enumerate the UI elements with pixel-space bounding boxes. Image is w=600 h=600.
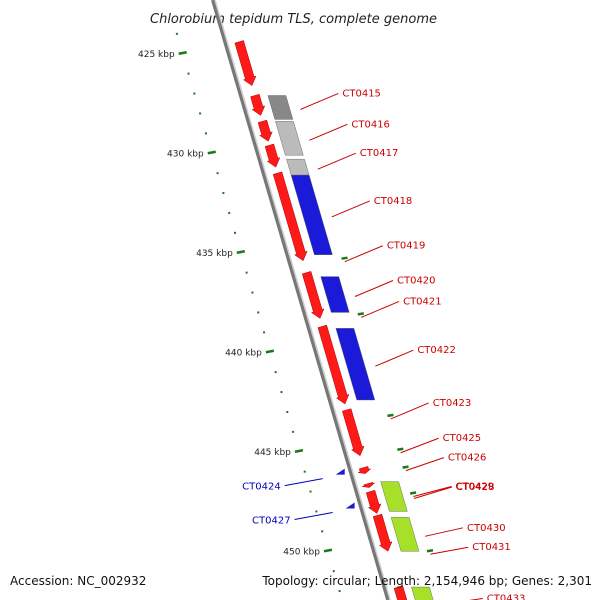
- reverse-gene-arrow: [345, 502, 355, 509]
- gene-marker: [397, 447, 404, 451]
- major-tick: [236, 250, 246, 254]
- genome-summary: Topology: circular; Length: 2,154,946 bp…: [262, 574, 592, 588]
- gene-box: [335, 328, 376, 401]
- leader-line: [468, 597, 483, 600]
- gene-box: [390, 517, 420, 552]
- cds-arrow: [365, 489, 382, 514]
- leader-line: [405, 457, 445, 472]
- cds-arrow: [301, 271, 325, 319]
- gene-label: CT0433: [487, 593, 526, 600]
- major-tick: [323, 548, 333, 553]
- gene-box: [380, 481, 408, 512]
- leader-line: [309, 123, 348, 141]
- gene-label: CT0427: [252, 515, 291, 526]
- leader-line: [317, 152, 357, 170]
- gene-label: CT0419: [387, 241, 426, 252]
- leader-line: [430, 546, 469, 555]
- leader-line: [294, 511, 333, 520]
- leader-line: [284, 478, 323, 487]
- accession-label: Accession: NC_002932: [10, 574, 147, 588]
- cds-arrow: [342, 408, 365, 457]
- leader-line: [390, 402, 429, 420]
- gene-marker: [341, 256, 348, 260]
- leader-line: [360, 300, 400, 318]
- kbp-ruler: 425 kbp 430 kbp 435 kbp 440 kbp 445 kbp 450 k…: [138, 32, 341, 593]
- leader-line: [375, 349, 414, 367]
- gene-label: CT0420: [397, 276, 436, 287]
- tick-label: 435 kbp: [196, 249, 233, 259]
- major-tick: [207, 150, 216, 155]
- cds-arrow: [257, 119, 273, 142]
- feature-track: [267, 95, 434, 600]
- leader-line: [413, 486, 452, 497]
- major-tick: [265, 349, 275, 354]
- leader-line: [400, 437, 439, 454]
- cds-arrow: [272, 171, 308, 262]
- gene-label: CT0425: [443, 433, 482, 444]
- gene-label: CT0423: [433, 398, 472, 409]
- cds-arrow: [264, 143, 281, 168]
- cds-arrow: [358, 466, 371, 474]
- genome-backbone: [211, 0, 391, 600]
- cds-arrow: [362, 481, 375, 488]
- tick-label: 450 kbp: [283, 547, 320, 557]
- leader-line: [424, 527, 464, 537]
- cds-arrow: [393, 585, 408, 600]
- gene-label: CT0418: [374, 196, 413, 207]
- gene-marker: [387, 413, 394, 418]
- gene-label: CT0417: [360, 148, 399, 159]
- gene-marker: [409, 491, 417, 495]
- major-tick: [178, 51, 187, 55]
- leader-line: [300, 92, 339, 110]
- gene-labels: CT0415 CT0416 CT0417 CT0418 CT0419 CT0420 CT04…: [242, 88, 525, 600]
- backbone-line: [211, 0, 391, 600]
- gene-label: CT0416: [351, 119, 390, 130]
- gene-marker: [357, 312, 365, 316]
- gene-label: CT0424: [242, 482, 281, 493]
- gene-label: CT0428: [456, 482, 495, 493]
- gene-label: CT0421: [403, 296, 442, 307]
- gene-label: CT0430: [467, 523, 506, 534]
- gene-box: [286, 158, 310, 176]
- gene-label: CT0415: [342, 88, 381, 99]
- gene-box: [320, 276, 350, 313]
- leader-line: [354, 280, 394, 297]
- cds-arrow: [372, 513, 393, 552]
- gene-marker: [402, 465, 409, 469]
- cds-arrow: [234, 40, 257, 86]
- gene-label: CT0422: [417, 345, 456, 356]
- gene-box: [290, 174, 333, 255]
- gene-box: [275, 121, 304, 156]
- gene-box: [267, 95, 294, 120]
- cds-arrow: [250, 93, 266, 116]
- major-tick: [294, 449, 304, 453]
- reverse-gene-arrow: [335, 468, 345, 475]
- map-title: Chlorobium tepidum TLS, complete genome: [150, 12, 437, 27]
- tick-label: 445 kbp: [254, 448, 291, 458]
- cds-track: [234, 40, 408, 600]
- leader-line: [413, 486, 453, 499]
- gene-label: CT0431: [472, 542, 511, 553]
- backbone-highlight: [214, 0, 391, 600]
- gene-marker: [426, 548, 434, 553]
- gene-label: CT0426: [448, 453, 487, 464]
- leader-line: [344, 245, 384, 263]
- cds-arrow: [317, 324, 350, 405]
- tick-label: 425 kbp: [138, 50, 175, 60]
- leader-line: [331, 200, 370, 218]
- tick-label: 440 kbp: [225, 348, 262, 358]
- gene-box: [411, 586, 434, 600]
- tick-label: 430 kbp: [167, 149, 204, 159]
- gene-label: CT0429: [455, 482, 494, 493]
